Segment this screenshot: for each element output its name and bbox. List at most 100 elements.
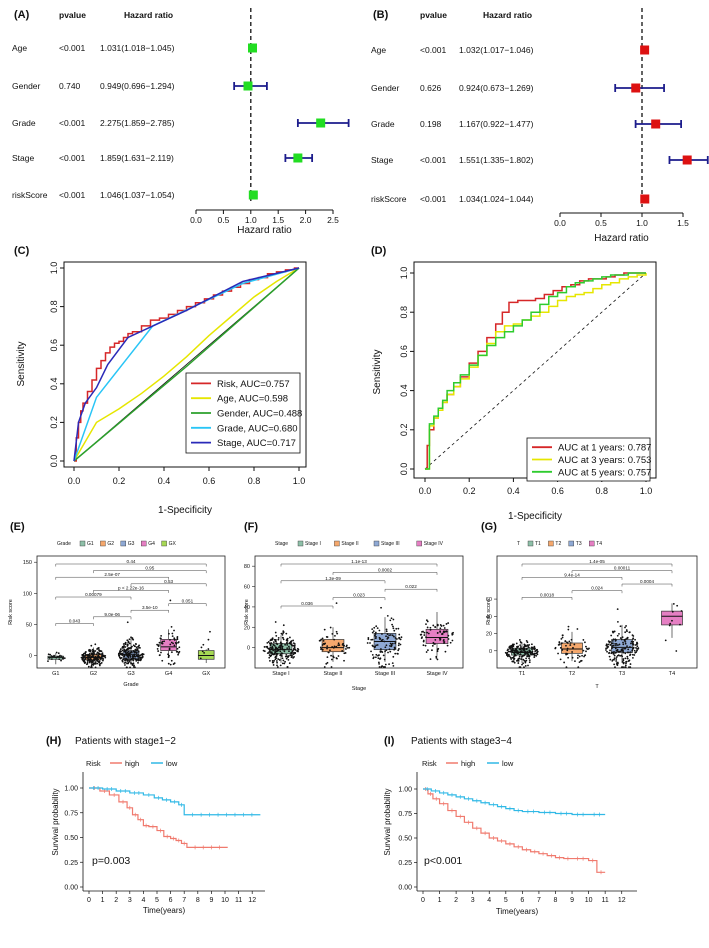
data-point: [348, 646, 351, 649]
comparison-pvalue: 9.0e-06: [104, 612, 120, 617]
data-point: [630, 642, 632, 645]
data-point: [292, 649, 294, 652]
data-point: [329, 626, 332, 629]
x-tick-label: 0.5: [217, 215, 229, 225]
data-point: [608, 655, 611, 658]
data-point: [80, 656, 83, 659]
data-point: [367, 637, 370, 639]
data-point: [276, 664, 278, 667]
data-point: [286, 643, 289, 646]
row-pvalue: <0.001: [59, 43, 86, 53]
data-point: [400, 636, 403, 639]
data-point: [169, 643, 172, 646]
data-point: [292, 639, 295, 642]
data-point: [294, 649, 297, 651]
data-point: [434, 638, 437, 641]
data-point: [158, 654, 161, 657]
data-point: [125, 657, 127, 660]
box: [197, 650, 215, 660]
data-point: [50, 655, 53, 657]
data-point: [371, 631, 374, 634]
data-point: [130, 636, 132, 639]
data-point: [436, 648, 439, 651]
data-point: [343, 644, 345, 647]
data-point: [585, 650, 587, 653]
y-tick-label: 150: [23, 560, 32, 566]
data-point: [679, 623, 681, 626]
data-point: [160, 651, 162, 654]
data-point: [392, 664, 395, 667]
data-point: [511, 656, 514, 659]
data-point: [170, 659, 173, 662]
data-point: [561, 634, 564, 637]
panel-label: (F): [244, 521, 258, 533]
y-tick-label: 60: [244, 585, 250, 591]
data-point: [284, 660, 286, 663]
data-point: [271, 659, 274, 662]
comparison-bracket: [332, 597, 386, 601]
data-point: [326, 661, 329, 664]
data-point: [133, 651, 136, 653]
data-point: [335, 602, 338, 605]
data-point: [525, 659, 528, 662]
x-tick-label: 2: [454, 897, 458, 904]
data-point: [324, 642, 327, 645]
data-point: [49, 653, 52, 656]
data-point: [88, 655, 91, 657]
row-hr-text: 1.032(1.017−1.046): [459, 45, 534, 55]
comparison-bracket: [93, 616, 132, 620]
data-point: [131, 645, 133, 648]
data-point: [265, 645, 268, 648]
x-tick-label: 1.5: [272, 215, 284, 225]
data-point: [626, 645, 628, 648]
data-point: [272, 664, 275, 666]
data-point: [267, 652, 270, 654]
x-tick-label: 4: [487, 897, 491, 904]
legend-swatch: [527, 540, 534, 547]
data-point: [122, 643, 125, 645]
data-point: [528, 659, 531, 662]
data-point: [282, 659, 285, 662]
data-point: [507, 655, 509, 658]
data-point: [331, 632, 334, 635]
data-point: [384, 663, 387, 666]
data-point: [561, 649, 564, 651]
data-point: [378, 629, 381, 632]
y-tick-label: 100: [23, 591, 32, 597]
data-point: [611, 647, 613, 650]
data-point: [441, 633, 444, 635]
legend-title: Risk: [86, 759, 101, 768]
data-point: [520, 658, 523, 660]
data-point: [89, 649, 92, 652]
data-point: [81, 654, 84, 657]
data-point: [436, 658, 439, 661]
data-point: [177, 641, 180, 643]
data-point: [422, 644, 425, 647]
data-point: [283, 650, 286, 653]
data-point: [392, 655, 395, 658]
legend-swatch: [373, 540, 380, 547]
data-point: [207, 648, 210, 650]
data-point: [91, 652, 94, 655]
data-point: [279, 646, 282, 649]
data-point: [391, 642, 394, 645]
data-point: [91, 655, 94, 658]
data-point: [528, 644, 531, 646]
y-tick-label: 0.25: [398, 860, 412, 867]
legend-label: Stage III: [381, 541, 400, 547]
data-point: [173, 638, 176, 641]
data-point: [534, 652, 537, 655]
data-point: [517, 645, 520, 648]
y-axis-label: Risk score: [244, 599, 250, 625]
data-point: [130, 662, 133, 665]
data-point: [380, 606, 382, 609]
x-axis-label: T: [595, 684, 599, 690]
data-point: [571, 651, 574, 653]
data-point: [129, 658, 132, 661]
x-tick-label: 0.0: [554, 218, 566, 228]
chart-title: Patients with stage3−4: [411, 736, 512, 747]
legend-label: Risk, AUC=0.757: [217, 379, 290, 390]
data-point: [55, 656, 58, 659]
data-point: [272, 649, 275, 652]
data-point: [398, 642, 400, 645]
